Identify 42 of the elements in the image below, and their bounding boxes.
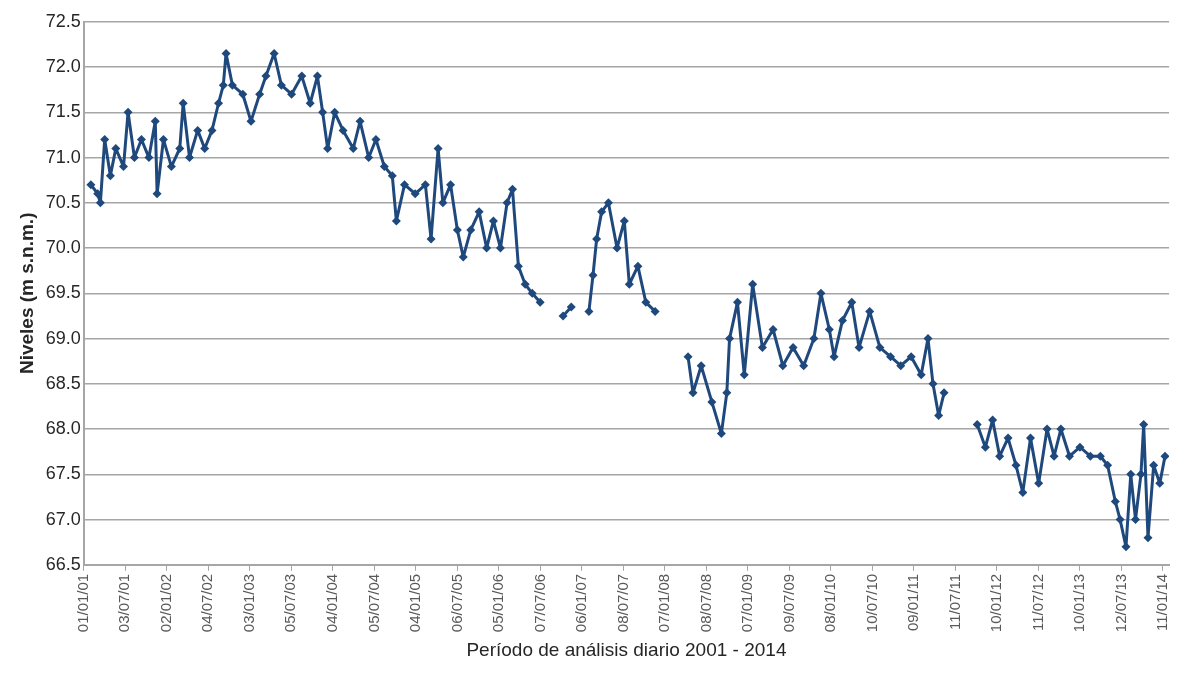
x-tick-label: 03/07/01	[115, 573, 133, 633]
y-tick-label: 67.0	[45, 508, 81, 529]
x-axis-title: Período de análisis diario 2001 - 2014	[466, 638, 787, 660]
x-tick-label: 10/01/13	[1070, 573, 1088, 633]
y-tick-label: 68.0	[45, 418, 81, 439]
x-tick-label: 04/01/05	[406, 573, 424, 633]
y-tick-label: 72.5	[45, 10, 81, 31]
y-tick-label: 71.5	[45, 101, 81, 122]
x-tick-label: 06/01/07	[572, 573, 590, 633]
x-tick-label: 05/07/04	[364, 573, 382, 633]
y-tick-label: 69.0	[45, 327, 81, 348]
x-tick-label: 05/07/03	[281, 573, 299, 633]
x-tick-label: 06/07/05	[447, 573, 465, 633]
x-tick-label: 12/07/13	[1111, 573, 1129, 633]
y-tick-label: 72.0	[45, 56, 81, 77]
y-tick-label: 70.0	[45, 237, 81, 258]
x-tick-label: 11/07/11	[945, 573, 963, 630]
x-tick-label: 10/01/12	[987, 573, 1005, 633]
x-tick-label: 07/01/08	[655, 573, 673, 633]
y-tick-label: 69.5	[45, 282, 81, 303]
x-tick-label: 04/01/04	[323, 573, 340, 633]
x-tick-label: 11/07/12	[1028, 573, 1046, 632]
y-tick-label: 67.5	[45, 463, 81, 484]
x-tick-label: 02/01/02	[156, 573, 174, 633]
x-tick-label: 01/01/01	[73, 573, 91, 633]
x-tick-label: 04/07/02	[198, 573, 216, 633]
y-tick-label: 70.5	[45, 191, 81, 212]
x-tick-label: 11/01/14	[1153, 573, 1171, 632]
x-tick-label: 08/07/08	[696, 573, 714, 633]
x-tick-label: 08/01/10	[821, 573, 839, 633]
x-tick-label: 08/07/07	[613, 573, 631, 633]
x-tick-label: 10/07/10	[862, 573, 880, 633]
x-tick-label: 07/07/06	[530, 573, 548, 633]
y-tick-label: 66.5	[45, 553, 81, 574]
x-tick-label: 03/01/03	[239, 573, 257, 633]
x-tick-label: 09/01/11	[904, 573, 922, 632]
y-tick-label: 68.5	[45, 372, 81, 393]
x-tick-label: 05/01/06	[489, 573, 507, 633]
x-tick-label: 09/07/09	[779, 573, 797, 633]
y-axis-title: Niveles (m s.n.m.)	[15, 212, 37, 375]
x-tick-label: 07/01/09	[738, 573, 756, 633]
y-tick-label: 71.0	[45, 146, 81, 167]
